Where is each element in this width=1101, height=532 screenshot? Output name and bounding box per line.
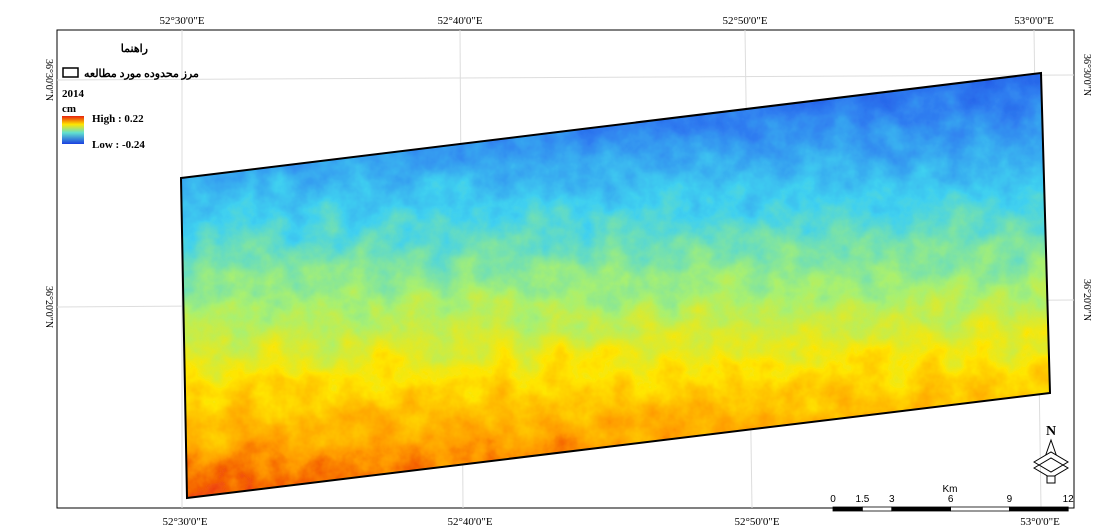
longitude-label: 53°0'0"E <box>1020 516 1060 528</box>
north-label: N <box>1046 424 1056 439</box>
latitude-label: 36°30'0"N <box>1081 54 1092 96</box>
legend-low: Low : -0.24 <box>92 139 145 151</box>
scale-tick-label: 6 <box>948 494 954 505</box>
legend-ramp <box>62 116 84 144</box>
north-arrow <box>1033 438 1069 484</box>
latitude-label: 36°20'0"N <box>1081 279 1092 321</box>
map-frame <box>56 29 1075 509</box>
scale-tick-label: 12 <box>1063 494 1075 505</box>
longitude-label: 52°40'0"E <box>437 15 482 27</box>
scale-segment <box>832 506 863 512</box>
scale-unit: Km <box>943 484 958 495</box>
legend-boundary-symbol <box>62 67 79 78</box>
scale-tick-label: 1.5 <box>855 494 869 505</box>
longitude-label: 52°30'0"E <box>162 516 207 528</box>
raster <box>181 73 1050 498</box>
scale-segment <box>1009 506 1069 512</box>
longitude-label: 52°30'0"E <box>159 15 204 27</box>
legend-title: راهنما <box>121 43 148 55</box>
longitude-label: 52°40'0"E <box>447 516 492 528</box>
longitude-label: 52°50'0"E <box>734 516 779 528</box>
study-boundary <box>179 71 1052 500</box>
latitude-label: 36°20'0"N <box>43 286 54 328</box>
latitude-label: 36°30'0"N <box>43 59 54 101</box>
legend-boundary: مرز محدوده مورد مطالعه <box>84 68 199 80</box>
scale-tick-label: 9 <box>1007 494 1013 505</box>
longitude-label: 52°50'0"E <box>722 15 767 27</box>
scale-segment <box>862 506 893 512</box>
legend-high: High : 0.22 <box>92 113 144 125</box>
scale-segment <box>950 506 1010 512</box>
scale-tick-label: 3 <box>889 494 895 505</box>
scale-segment <box>891 506 951 512</box>
legend-year: 2014 <box>62 88 85 100</box>
legend-unit: cm <box>62 103 76 115</box>
longitude-label: 53°0'0"E <box>1014 15 1054 27</box>
scale-tick-label: 0 <box>830 494 836 505</box>
